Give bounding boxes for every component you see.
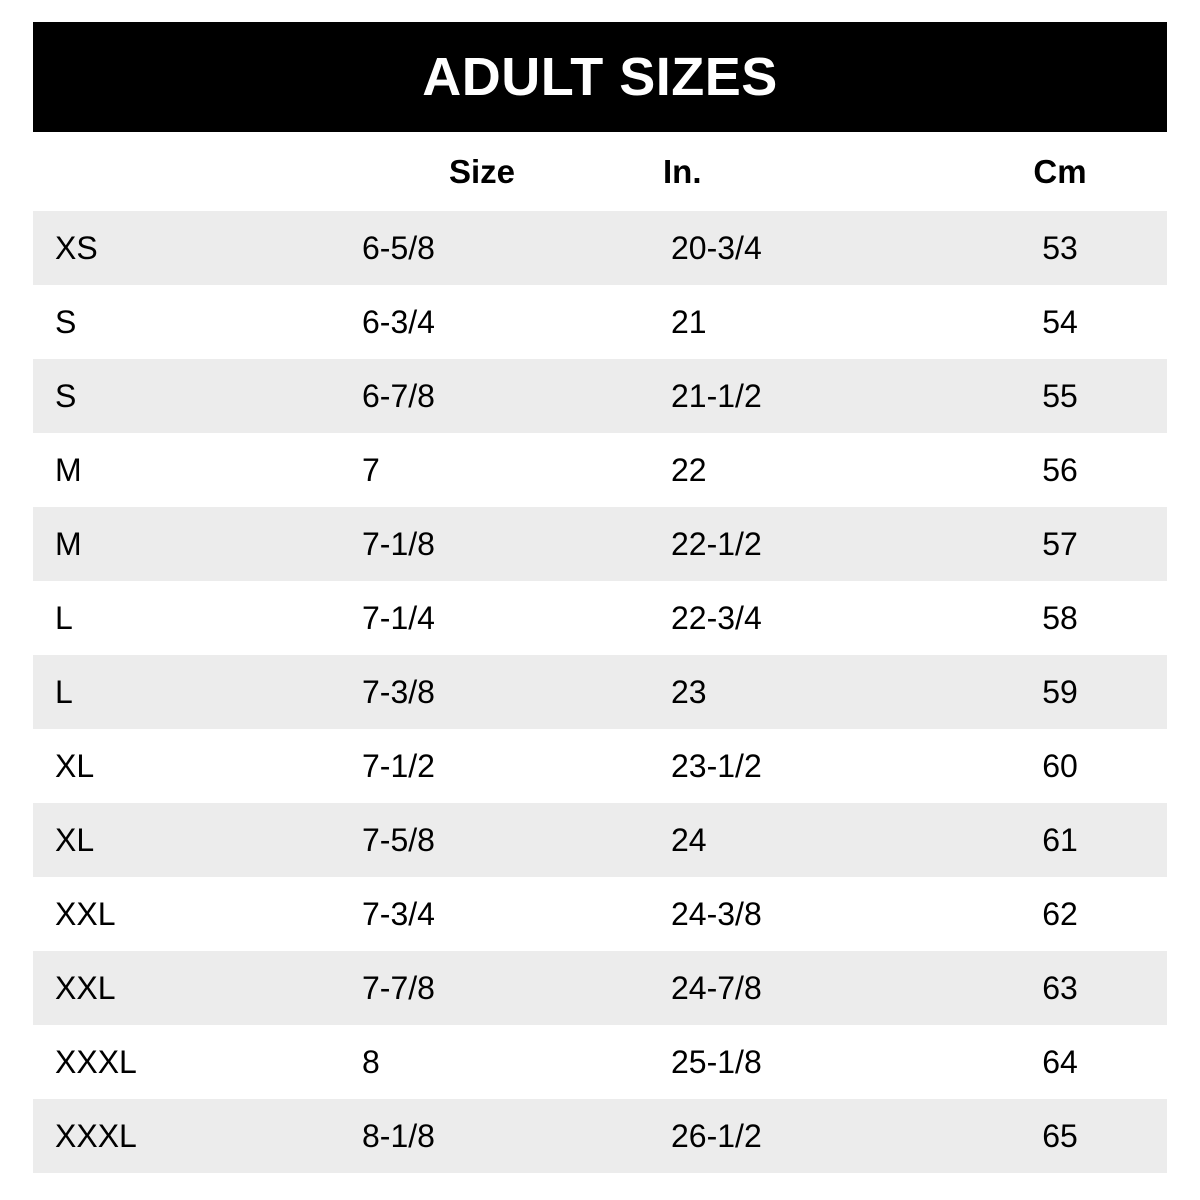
cell-centimeters: 58 [953,581,1167,655]
cell-size-label: XXXL [33,1099,328,1173]
cell-centimeters: 53 [953,211,1167,285]
cell-centimeters: 62 [953,877,1167,951]
table-row: XXL 7-7/8 24-7/8 63 [33,951,1167,1025]
cell-inches: 23-1/2 [636,729,953,803]
cell-size-label: XXL [33,877,328,951]
cell-size-label: XL [33,729,328,803]
table-row: M 7 22 56 [33,433,1167,507]
cell-inches: 22-1/2 [636,507,953,581]
column-header-label [33,132,328,211]
cell-centimeters: 65 [953,1099,1167,1173]
table-row: S 6-3/4 21 54 [33,285,1167,359]
cell-hat-size: 7-7/8 [328,951,636,1025]
cell-size-label: XL [33,803,328,877]
cell-size-label: XXXL [33,1025,328,1099]
table-row: XL 7-5/8 24 61 [33,803,1167,877]
table-row: L 7-3/8 23 59 [33,655,1167,729]
table-header-row: Size In. Cm [33,132,1167,211]
cell-size-label: S [33,359,328,433]
column-header-size: Size [328,132,636,211]
table-row: XL 7-1/2 23-1/2 60 [33,729,1167,803]
cell-size-label: M [33,433,328,507]
cell-centimeters: 64 [953,1025,1167,1099]
cell-inches: 26-1/2 [636,1099,953,1173]
cell-size-label: L [33,581,328,655]
cell-hat-size: 8-1/8 [328,1099,636,1173]
cell-inches: 21-1/2 [636,359,953,433]
page-title: ADULT SIZES [422,47,778,107]
column-header-centimeters: Cm [953,132,1167,211]
column-header-inches: In. [636,132,953,211]
cell-size-label: XS [33,211,328,285]
table-row: XXL 7-3/4 24-3/8 62 [33,877,1167,951]
cell-hat-size: 7-1/2 [328,729,636,803]
table-row: XXXL 8 25-1/8 64 [33,1025,1167,1099]
table-row: XXXL 8-1/8 26-1/2 65 [33,1099,1167,1173]
cell-inches: 24-3/8 [636,877,953,951]
table-row: XS 6-5/8 20-3/4 53 [33,211,1167,285]
cell-size-label: L [33,655,328,729]
cell-size-label: S [33,285,328,359]
cell-hat-size: 7-5/8 [328,803,636,877]
cell-centimeters: 56 [953,433,1167,507]
cell-centimeters: 61 [953,803,1167,877]
cell-hat-size: 8 [328,1025,636,1099]
cell-hat-size: 7 [328,433,636,507]
cell-inches: 21 [636,285,953,359]
cell-hat-size: 7-1/4 [328,581,636,655]
cell-hat-size: 7-3/4 [328,877,636,951]
chart-title-bar: ADULT SIZES [33,22,1167,132]
cell-hat-size: 7-3/8 [328,655,636,729]
cell-hat-size: 6-3/4 [328,285,636,359]
cell-inches: 22-3/4 [636,581,953,655]
cell-centimeters: 60 [953,729,1167,803]
cell-hat-size: 6-5/8 [328,211,636,285]
table-row: S 6-7/8 21-1/2 55 [33,359,1167,433]
cell-inches: 24 [636,803,953,877]
cell-inches: 20-3/4 [636,211,953,285]
table-row: L 7-1/4 22-3/4 58 [33,581,1167,655]
adult-sizes-table: Size In. Cm XS 6-5/8 20-3/4 53 S 6-3/4 21 54 S 6-… [33,132,1167,1173]
cell-inches: 22 [636,433,953,507]
cell-size-label: M [33,507,328,581]
cell-hat-size: 7-1/8 [328,507,636,581]
cell-centimeters: 57 [953,507,1167,581]
cell-inches: 23 [636,655,953,729]
cell-hat-size: 6-7/8 [328,359,636,433]
cell-size-label: XXL [33,951,328,1025]
table-body: XS 6-5/8 20-3/4 53 S 6-3/4 21 54 S 6-7/8 21-1/2 55 M… [33,211,1167,1173]
cell-centimeters: 63 [953,951,1167,1025]
cell-inches: 25-1/8 [636,1025,953,1099]
cell-centimeters: 55 [953,359,1167,433]
cell-inches: 24-7/8 [636,951,953,1025]
table-row: M 7-1/8 22-1/2 57 [33,507,1167,581]
cell-centimeters: 54 [953,285,1167,359]
cell-centimeters: 59 [953,655,1167,729]
